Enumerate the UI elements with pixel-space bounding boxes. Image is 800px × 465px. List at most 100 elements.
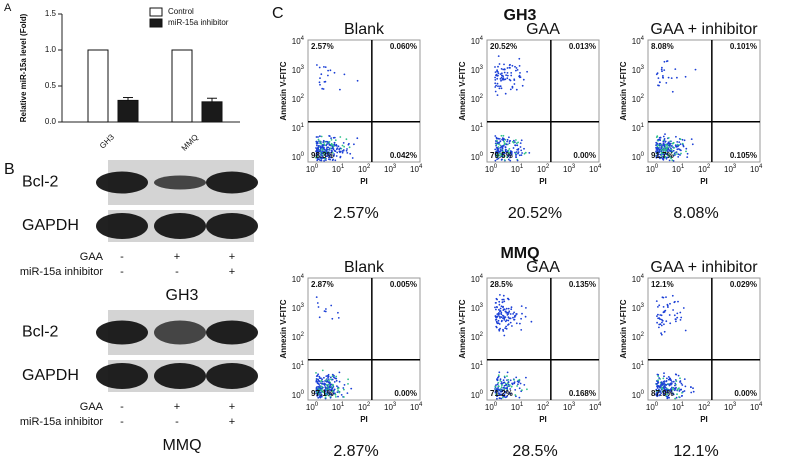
- tick-exponent: 1: [520, 402, 524, 408]
- dot: [506, 74, 509, 77]
- dot: [506, 77, 509, 80]
- tick-exponent: 0: [301, 152, 305, 158]
- dot: [319, 156, 322, 159]
- dot: [495, 308, 497, 311]
- dot: [325, 144, 328, 147]
- tick-exponent: 2: [480, 331, 484, 337]
- tick-exponent: 1: [480, 361, 484, 367]
- tick-exponent: 2: [367, 402, 371, 408]
- dot: [503, 159, 506, 161]
- tick-exponent: 0: [480, 152, 484, 158]
- dot: [499, 379, 502, 382]
- dot: [525, 307, 527, 309]
- quadrant-value: 8.08%: [651, 42, 674, 51]
- x-tick-label: 102: [698, 164, 711, 175]
- tick-base: 10: [332, 165, 341, 174]
- dot: [327, 388, 330, 390]
- dot: [512, 141, 515, 144]
- dot: [315, 140, 318, 143]
- y-tick-label: 103: [471, 64, 484, 75]
- dot: [682, 390, 684, 393]
- dot: [523, 384, 526, 386]
- dot: [656, 149, 659, 152]
- dot: [658, 150, 660, 152]
- dot: [329, 389, 332, 391]
- lane-sign: +: [229, 401, 235, 413]
- dot: [674, 68, 677, 70]
- tick-base: 10: [646, 403, 655, 412]
- dot: [346, 152, 349, 154]
- dot: [505, 312, 508, 314]
- dot: [318, 81, 321, 84]
- quadrant-value: 0.060%: [390, 42, 417, 51]
- dot: [501, 78, 504, 81]
- dot: [509, 156, 511, 159]
- dot: [684, 329, 687, 332]
- dot: [316, 374, 319, 377]
- dot: [502, 395, 505, 398]
- x-tick-label: 103: [724, 164, 737, 175]
- tick-base: 10: [485, 165, 494, 174]
- tick-base: 10: [410, 165, 419, 174]
- dot: [501, 137, 504, 140]
- dot: [494, 71, 497, 73]
- dot: [668, 383, 671, 385]
- tick-exponent: 2: [546, 402, 550, 408]
- dot: [659, 144, 661, 147]
- dot: [517, 148, 520, 150]
- dot: [494, 66, 496, 68]
- dot: [356, 137, 359, 140]
- dot: [662, 140, 665, 143]
- dot: [330, 378, 332, 381]
- dot: [496, 158, 498, 161]
- dot: [319, 377, 322, 380]
- x-axis-title: PI: [700, 177, 708, 186]
- band-label: GAPDH: [22, 367, 79, 384]
- dot: [500, 87, 503, 90]
- lane-sign: -: [120, 251, 124, 263]
- dot: [497, 376, 499, 379]
- dot: [323, 384, 326, 386]
- dot: [673, 146, 675, 149]
- dot: [657, 313, 659, 316]
- dot: [499, 152, 501, 155]
- dot: [525, 376, 527, 379]
- dot: [684, 75, 687, 78]
- dot: [664, 141, 666, 143]
- dot: [494, 385, 497, 388]
- dot: [503, 376, 506, 379]
- dot: [500, 154, 502, 157]
- dot: [660, 333, 663, 336]
- dot: [510, 74, 513, 77]
- dot: [503, 308, 506, 311]
- dot: [663, 380, 666, 382]
- dot: [324, 151, 327, 154]
- legend-swatch: [149, 7, 163, 17]
- dot: [502, 68, 505, 71]
- dot: [655, 146, 657, 149]
- tick-base: 10: [511, 403, 520, 412]
- dot: [656, 72, 659, 75]
- dot: [501, 72, 503, 75]
- dot: [328, 379, 330, 382]
- tick-exponent: 1: [681, 402, 685, 408]
- dot: [523, 152, 526, 155]
- dot: [675, 135, 677, 138]
- y-tick-label: 103: [471, 302, 484, 313]
- dot: [658, 84, 660, 87]
- dot: [660, 318, 663, 321]
- dot: [681, 138, 684, 141]
- dot: [333, 381, 336, 383]
- quadrant-value: 98.3%: [311, 151, 334, 160]
- dot: [675, 320, 677, 323]
- dot: [321, 369, 324, 372]
- dot: [333, 392, 336, 395]
- dot: [331, 387, 334, 390]
- dot: [518, 76, 521, 79]
- dot: [667, 142, 669, 145]
- dot: [660, 392, 663, 394]
- dot: [509, 63, 511, 66]
- dot: [669, 140, 671, 143]
- dot: [660, 150, 663, 153]
- dot: [333, 374, 335, 377]
